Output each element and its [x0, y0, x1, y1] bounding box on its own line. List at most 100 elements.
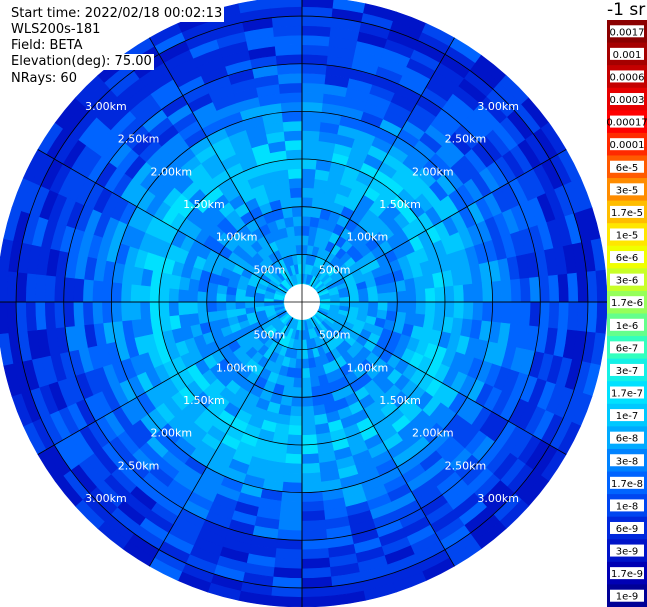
- colorbar-label-bg: [610, 318, 644, 331]
- beta-cell: [285, 443, 303, 455]
- beta-cell: [111, 301, 123, 323]
- beta-cell: [271, 576, 303, 589]
- beta-cell: [276, 529, 303, 541]
- start-time-label: Start time: 2022/02/18 00:02:13: [11, 6, 225, 22]
- beta-cell: [273, 34, 303, 47]
- beta-cell: [277, 519, 303, 532]
- beta-cell: [301, 519, 327, 532]
- beta-cell: [424, 287, 436, 303]
- colorbar-label-bg: [610, 499, 644, 512]
- range-ring-label: 2.00km: [412, 165, 454, 178]
- beta-cell: [529, 276, 541, 303]
- beta-cell: [595, 301, 608, 335]
- colorbar-tick-label: 1.7e-8: [611, 479, 643, 490]
- beta-cell: [196, 301, 208, 314]
- beta-cell: [120, 282, 132, 303]
- beta-cell: [177, 288, 189, 303]
- range-ring-labels: 500m 500m 500m 500m 1.00km 1.00km 1.00km 1.00km…: [85, 100, 519, 505]
- beta-cell: [290, 396, 303, 408]
- beta-cell: [291, 206, 303, 218]
- beta-cell: [301, 0, 335, 9]
- range-ring-label: 3.00km: [85, 100, 127, 113]
- beta-cell: [443, 301, 455, 319]
- beta-cell: [301, 434, 318, 446]
- beta-cell: [287, 168, 303, 180]
- beta-cell: [405, 289, 417, 303]
- colorbar-tick-label: 3e-6: [616, 276, 639, 287]
- beta-cell: [301, 529, 328, 541]
- beta-cell: [272, 567, 303, 579]
- beta-cell: [548, 301, 560, 330]
- beta-cell: [279, 92, 303, 104]
- colorbar-tick-label: 1e-8: [616, 501, 639, 512]
- beta-cell: [120, 301, 132, 322]
- beta-cell: [462, 283, 474, 303]
- beta-cell: [301, 168, 317, 180]
- colorbar-tick-label: 0.0017: [610, 27, 645, 38]
- range-ring-label: 1.00km: [216, 361, 258, 374]
- colorbar-label-bg: [610, 138, 644, 151]
- colorbar-label-bg: [610, 251, 644, 264]
- colorbar-tick-label: 3e-5: [616, 185, 639, 196]
- beta-cell: [287, 424, 303, 436]
- azimuth-spoke: [310, 317, 455, 567]
- beta-cell: [415, 301, 427, 316]
- azimuth-spoke: [149, 317, 294, 567]
- beta-cell: [111, 281, 123, 303]
- range-ring-label: 1.00km: [347, 361, 389, 374]
- beta-cell: [292, 377, 303, 389]
- beta-cell: [481, 301, 493, 323]
- beta-cell: [368, 301, 379, 311]
- colorbar-tick-label: 3e-7: [616, 366, 639, 377]
- beta-cell: [284, 453, 303, 465]
- azimuth-spoke: [317, 310, 567, 455]
- colorbar-label-bg: [610, 183, 644, 196]
- beta-cell: [187, 301, 199, 315]
- beta-cell: [149, 285, 161, 303]
- beta-cell: [301, 386, 313, 398]
- beta-cell: [206, 291, 218, 303]
- beta-cell: [101, 301, 113, 324]
- beta-cell: [301, 396, 314, 408]
- range-ring-label: 2.50km: [118, 133, 160, 146]
- beta-cell: [557, 273, 570, 303]
- beta-cell: [567, 272, 579, 303]
- colorbar-label-bg: [610, 363, 644, 376]
- beta-cell: [271, 15, 303, 28]
- beta-cell: [168, 301, 180, 317]
- beta-cell: [396, 290, 408, 303]
- beta-cell: [301, 405, 315, 417]
- azimuth-spoke: [37, 149, 287, 294]
- beta-cell: [377, 301, 389, 312]
- beta-cell: [25, 301, 37, 332]
- range-ring-label: 500m: [319, 263, 351, 276]
- beta-cell: [491, 280, 503, 303]
- beta-cell: [0, 269, 9, 303]
- beta-cell: [92, 301, 104, 325]
- colorbar-tick-label: 0.0001: [610, 140, 645, 151]
- range-ring-label: 1.00km: [216, 231, 258, 244]
- beta-cell: [301, 25, 332, 37]
- beta-cell: [557, 301, 570, 331]
- beta-cell: [63, 301, 75, 328]
- beta-cell: [301, 462, 321, 474]
- beta-cell: [72, 277, 85, 303]
- beta-cell: [225, 293, 236, 303]
- beta-cell: [405, 301, 417, 315]
- beta-cell: [278, 510, 303, 522]
- beta-cell: [254, 301, 265, 308]
- colorbar-tick-label: 0.0006: [610, 72, 645, 83]
- colorbar-label-bg: [610, 115, 644, 128]
- colorbar-tick-label: 1.7e-9: [611, 569, 643, 580]
- beta-cell: [339, 296, 350, 303]
- beta-cell: [72, 301, 85, 327]
- beta-cell: [510, 301, 522, 326]
- colorbar-label-bg: [610, 70, 644, 83]
- beta-cell: [301, 44, 330, 56]
- beta-cell: [301, 424, 317, 436]
- beta-cell: [289, 405, 303, 417]
- beta-cell: [168, 287, 180, 303]
- colorbar-units: -1 sr: [607, 0, 646, 20]
- beta-cell: [301, 72, 327, 85]
- beta-cell: [349, 295, 360, 303]
